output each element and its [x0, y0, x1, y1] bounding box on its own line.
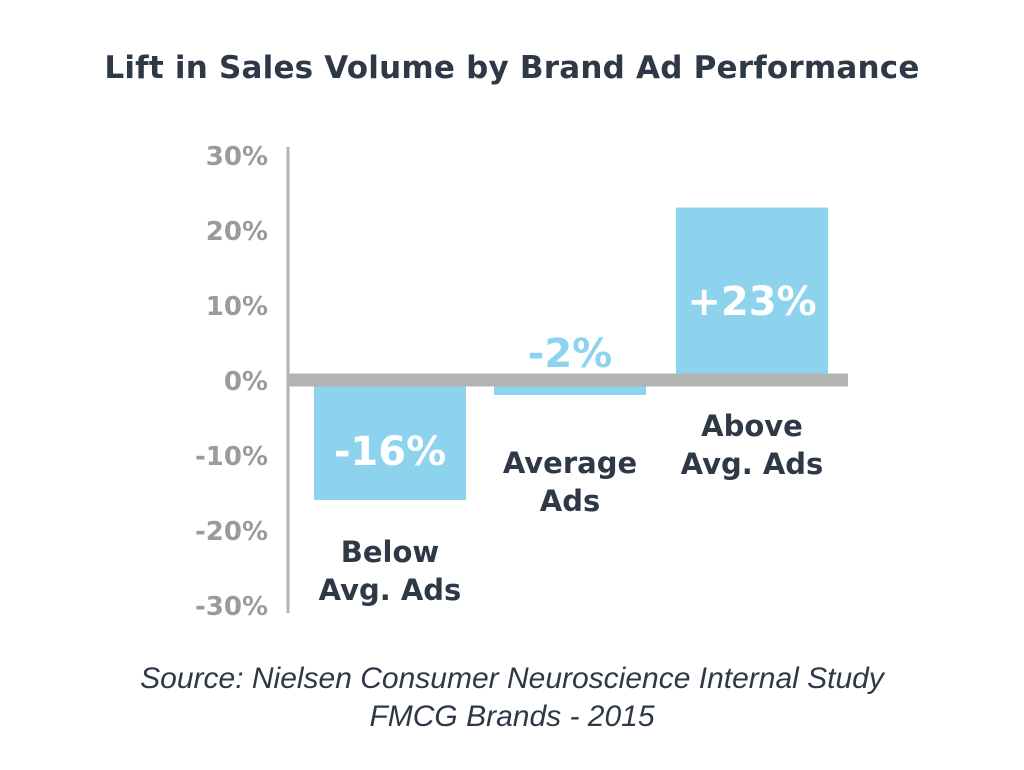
data-label-1: -16%	[334, 429, 446, 475]
source-line-2: FMCG Brands - 2015	[369, 700, 655, 733]
y-tick-label: 0%	[224, 367, 268, 397]
data-label-3: +23%	[687, 279, 816, 325]
bar-3	[676, 207, 828, 380]
category-label-2: Ads	[540, 484, 600, 518]
data-label-2: -2%	[528, 331, 613, 377]
category-label-2: Average	[503, 446, 637, 480]
y-tick-label: -30%	[195, 592, 268, 622]
y-tick-label: 10%	[206, 292, 268, 322]
category-label-3: Avg. Ads	[681, 447, 824, 481]
category-label-1: Below	[341, 535, 439, 569]
y-tick-label: -20%	[195, 517, 268, 547]
category-label-1: Avg. Ads	[319, 573, 462, 607]
y-tick-label: -10%	[195, 442, 268, 472]
source-line-1: Source: Nielsen Consumer Neuroscience In…	[140, 662, 884, 695]
category-label-3: Above	[701, 409, 803, 443]
y-tick-label: 30%	[206, 142, 268, 172]
chart-title: Lift in Sales Volume by Brand Ad Perform…	[104, 50, 920, 86]
zero-baseline	[288, 373, 848, 387]
y-tick-label: 20%	[206, 217, 268, 247]
bar-1	[314, 380, 466, 500]
bar-chart: 30% 20% 10% 0% -10% -20% -30% -16% -2% +23% Below A…	[195, 142, 848, 622]
